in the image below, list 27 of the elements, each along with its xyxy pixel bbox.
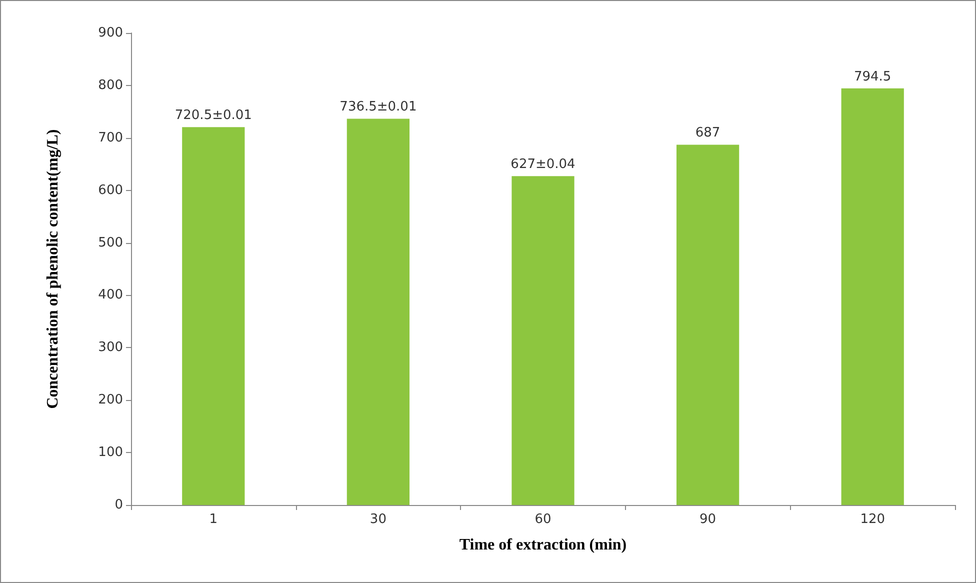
x-tick-label: 60 — [534, 512, 552, 527]
y-tick-label: 500 — [98, 235, 123, 250]
x-tick-label: 90 — [700, 512, 716, 527]
bar — [182, 127, 245, 505]
y-tick-label: 900 — [98, 26, 123, 40]
bar — [841, 88, 904, 505]
x-axis-title: Time of extraction (min) — [459, 536, 627, 554]
bar — [512, 176, 574, 505]
x-tick-label: 30 — [370, 512, 386, 527]
data-label: 720.5±0.01 — [174, 108, 252, 124]
x-tick-label: 120 — [860, 512, 886, 527]
y-tick-label: 800 — [98, 78, 123, 93]
y-axis-title: Concentration of phenolic content(mg/L) — [44, 129, 62, 409]
y-tick-label: 200 — [98, 392, 123, 408]
bar — [676, 144, 740, 505]
data-label: 687 — [695, 126, 720, 141]
y-tick-label: 400 — [98, 288, 123, 303]
data-label: 794.5 — [854, 69, 892, 84]
y-tick-label: 600 — [98, 182, 123, 198]
bar — [346, 118, 410, 505]
y-tick-label: 0 — [114, 498, 123, 512]
y-tick-label: 700 — [98, 130, 123, 146]
data-label: 627±0.04 — [510, 157, 576, 172]
data-label: 736.5±0.01 — [340, 100, 417, 115]
y-tick-label: 300 — [98, 340, 123, 356]
y-tick-label: 100 — [98, 445, 123, 460]
x-tick-label: 1 — [209, 512, 218, 527]
